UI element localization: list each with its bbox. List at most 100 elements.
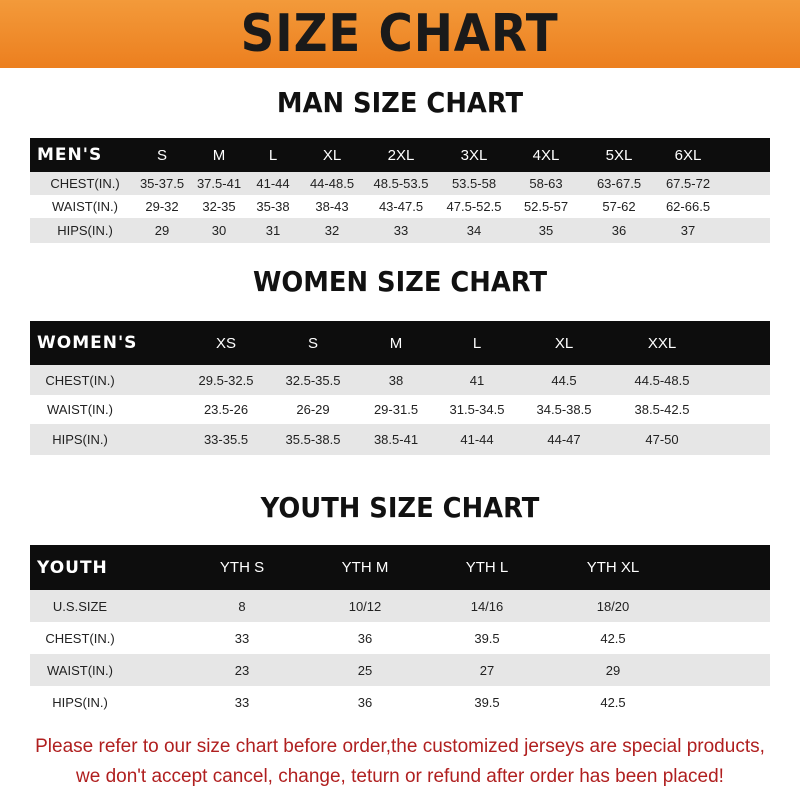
measurement-cell: 47-50 xyxy=(645,432,679,447)
measurement-cell: 43-47.5 xyxy=(378,199,424,214)
measurement-cell: 41 xyxy=(469,372,485,388)
measurement-cell: 36 xyxy=(611,223,627,238)
measurement-cell: 41-44 xyxy=(460,432,494,447)
table-row: HIPS(IN.) 29 30 31 32 33 34 35 36 37 xyxy=(30,218,770,243)
row-label: U.S.SIZE xyxy=(52,598,108,614)
table-row: CHEST(IN.) 35-37.5 37.5-41 41-44 44-48.5 48.5… xyxy=(30,172,770,195)
row-label: WAIST(IN.) xyxy=(47,402,113,417)
measurement-cell: 35.5-38.5 xyxy=(285,432,341,447)
size-header: 3XL xyxy=(460,146,488,164)
measurement-cell: 39.5 xyxy=(474,694,500,710)
size-header: M xyxy=(212,146,226,164)
measurement-cell: 31 xyxy=(265,223,281,238)
table-row: HIPS(IN.) 33-35.5 35.5-38.5 38.5-41 41-44 44-… xyxy=(30,424,770,455)
measurement-cell: 36 xyxy=(357,630,373,646)
size-header: XS xyxy=(215,334,237,352)
measurement-cell: 25 xyxy=(357,662,373,678)
header-label: WOMEN'S xyxy=(37,333,138,353)
measurement-cell: 35-38 xyxy=(256,199,290,214)
women-size-table: WOMEN'S XS S M L XL XXL CHEST(IN.) 29.5-32.5 32.5… xyxy=(30,321,770,455)
women-header-row: WOMEN'S XS S M L XL XXL xyxy=(30,321,770,365)
row-label: HIPS(IN.) xyxy=(52,432,108,447)
size-header: XXL xyxy=(647,334,677,352)
measurement-cell: 62-66.5 xyxy=(665,199,711,214)
measurement-cell: 14/16 xyxy=(470,598,504,614)
size-header: S xyxy=(156,146,168,164)
measurement-cell: 57-62 xyxy=(602,199,636,214)
measurement-cell: 23 xyxy=(234,662,250,678)
row-label: WAIST(IN.) xyxy=(52,199,118,214)
row-label: CHEST(IN.) xyxy=(50,176,120,191)
table-row: WAIST(IN.) 29-32 32-35 35-38 38-43 43-47.5 47.… xyxy=(30,195,770,218)
men-header-row: MEN'S S M L XL 2XL 3XL 4XL 5XL 6XL xyxy=(30,138,770,172)
measurement-cell: 32-35 xyxy=(202,199,236,214)
size-header: YTH XL xyxy=(586,559,640,576)
measurement-cell: 63-67.5 xyxy=(596,176,642,191)
measurement-cell: 29.5-32.5 xyxy=(198,372,254,388)
measurement-cell: 67.5-72 xyxy=(665,176,711,191)
row-label: HIPS(IN.) xyxy=(57,223,113,238)
measurement-cell: 48.5-53.5 xyxy=(373,176,429,191)
youth-size-table: YOUTH YTH S YTH M YTH L YTH XL U.S.SIZE 8 10/12… xyxy=(30,545,770,718)
measurement-cell: 33 xyxy=(234,694,250,710)
measurement-cell: 44-47 xyxy=(547,432,581,447)
row-label: HIPS(IN.) xyxy=(52,694,108,710)
size-header: XL xyxy=(322,146,342,164)
measurement-cell: 29-31.5 xyxy=(373,402,419,417)
measurement-cell: 38.5-42.5 xyxy=(634,402,690,417)
measurement-cell: 32 xyxy=(324,223,340,238)
size-header: M xyxy=(389,334,403,352)
measurement-cell: 38.5-41 xyxy=(373,432,419,447)
measurement-cell: 33-35.5 xyxy=(203,432,249,447)
measurement-cell: 38 xyxy=(388,372,404,388)
title-banner: SIZE CHART xyxy=(0,0,800,68)
measurement-cell: 42.5 xyxy=(600,694,626,710)
measurement-cell: 34.5-38.5 xyxy=(536,402,592,417)
notice-line-2: we don't accept cancel, change, teturn o… xyxy=(76,766,724,787)
men-heading: MAN SIZE CHART xyxy=(276,86,524,119)
table-row: CHEST(IN.) 33 36 39.5 42.5 xyxy=(30,622,770,654)
measurement-cell: 26-29 xyxy=(296,402,330,417)
measurement-cell: 29 xyxy=(154,223,170,238)
measurement-cell: 58-63 xyxy=(529,176,563,191)
measurement-cell: 37 xyxy=(680,223,696,238)
measurement-cell: 29 xyxy=(605,662,621,678)
youth-header-row: YOUTH YTH S YTH M YTH L YTH XL xyxy=(30,545,770,590)
measurement-cell: 33 xyxy=(234,630,250,646)
measurement-cell: 44.5 xyxy=(551,372,577,388)
measurement-cell: 32.5-35.5 xyxy=(285,372,341,388)
size-header: 6XL xyxy=(674,146,702,164)
measurement-cell: 35-37.5 xyxy=(139,176,185,191)
measurement-cell: 42.5 xyxy=(600,630,626,646)
size-header: L xyxy=(472,334,482,352)
row-label: WAIST(IN.) xyxy=(47,662,113,678)
size-header: YTH M xyxy=(341,559,389,576)
measurement-cell: 37.5-41 xyxy=(196,176,242,191)
measurement-cell: 36 xyxy=(357,694,373,710)
measurement-cell: 44-48.5 xyxy=(309,176,355,191)
measurement-cell: 33 xyxy=(393,223,409,238)
page-title: SIZE CHART xyxy=(241,4,559,64)
size-header: XL xyxy=(554,334,574,352)
measurement-cell: 31.5-34.5 xyxy=(449,402,505,417)
size-header: 5XL xyxy=(605,146,633,164)
measurement-cell: 27 xyxy=(479,662,495,678)
women-heading: WOMEN SIZE CHART xyxy=(252,265,548,298)
measurement-cell: 41-44 xyxy=(256,176,290,191)
measurement-cell: 53.5-58 xyxy=(451,176,497,191)
size-header: YTH L xyxy=(465,559,509,576)
header-label: YOUTH xyxy=(37,557,108,578)
measurement-cell: 52.5-57 xyxy=(523,199,569,214)
measurement-cell: 34 xyxy=(466,223,482,238)
size-header: 4XL xyxy=(532,146,560,164)
row-label: CHEST(IN.) xyxy=(45,630,115,646)
table-row: HIPS(IN.) 33 36 39.5 42.5 xyxy=(30,686,770,718)
header-label: MEN'S xyxy=(37,145,103,165)
measurement-cell: 10/12 xyxy=(348,598,382,614)
youth-heading: YOUTH SIZE CHART xyxy=(260,491,540,524)
measurement-cell: 29-32 xyxy=(145,199,179,214)
table-row: WAIST(IN.) 23.5-26 26-29 29-31.5 31.5-34.5 34… xyxy=(30,395,770,424)
measurement-cell: 38-43 xyxy=(315,199,349,214)
size-header: L xyxy=(268,146,278,164)
notice-line-1: Please refer to our size chart before or… xyxy=(35,736,765,757)
